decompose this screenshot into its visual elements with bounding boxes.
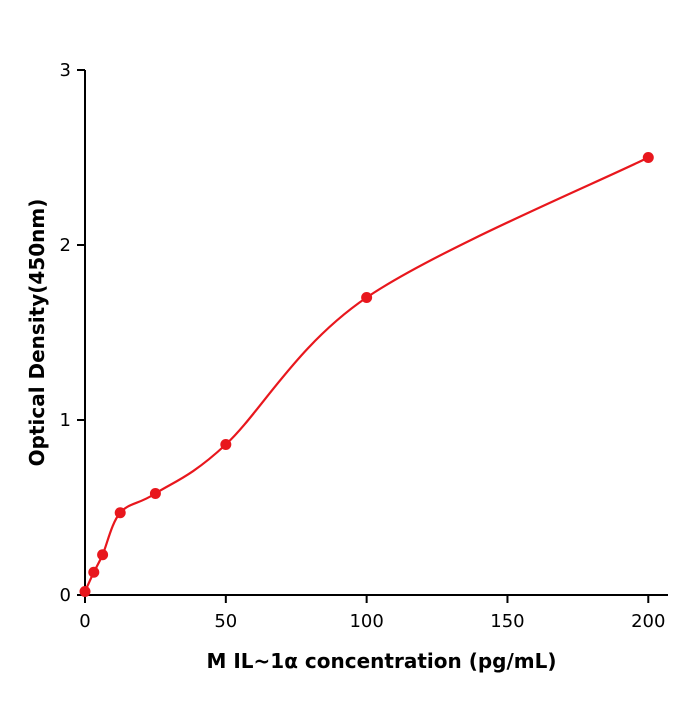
fit-curve [83,156,650,593]
data-point [361,292,373,303]
data-point [88,566,100,578]
y-tick-label: 2 [60,235,71,256]
data-point [149,488,161,499]
x-tick-label: 100 [349,611,383,632]
data-point [642,152,654,163]
data-point [79,586,91,597]
x-tick-label: 150 [490,611,524,632]
data-point [114,507,126,519]
x-tick-label: 200 [631,611,665,632]
y-tick-label: 3 [60,60,71,81]
y-tick-label: 0 [60,585,71,606]
data-point [220,439,232,450]
y-axis-title: Optical Density(450nm) [25,199,49,467]
x-tick-label: 50 [214,611,237,632]
x-axis-title: M IL~1α concentration (pg/mL) [207,649,557,673]
y-tick-label: 1 [60,410,71,431]
x-tick-label: 0 [79,611,90,632]
data-point [97,549,109,561]
